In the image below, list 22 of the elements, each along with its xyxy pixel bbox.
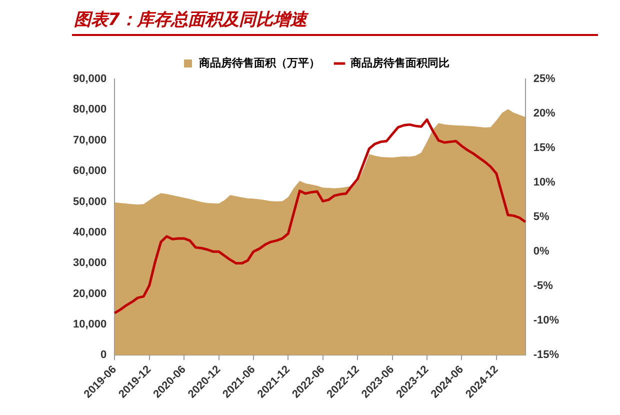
- y-tick-label: 90,000: [72, 73, 107, 86]
- y-tick-label: 40,000: [72, 226, 107, 238]
- y2-tick-label: 20%: [533, 108, 556, 120]
- y-tick-label: 0: [100, 349, 107, 362]
- chart-title: 图表7：库存总面积及同比增速: [74, 9, 307, 31]
- y-tick-label: 20,000: [72, 288, 107, 300]
- y2-tick-label: -15%: [533, 349, 560, 362]
- y2-tick-label: 5%: [533, 211, 550, 224]
- y2-tick-label: 15%: [533, 142, 556, 154]
- y-tick-label: 10,000: [72, 318, 107, 330]
- y2-tick-label: -10%: [533, 314, 560, 327]
- y-tick-label: 60,000: [72, 165, 107, 178]
- y-tick-label: 80,000: [72, 104, 107, 116]
- y-tick-label: 30,000: [72, 257, 107, 270]
- legend-label: 商品房待售面积（万平）: [198, 56, 320, 70]
- y2-tick-label: 10%: [533, 176, 556, 189]
- y-tick-label: 50,000: [72, 196, 107, 208]
- y-tick-label: 70,000: [72, 134, 107, 146]
- legend-label: 商品房待售面积同比: [350, 56, 450, 70]
- y2-tick-label: -5%: [533, 280, 554, 292]
- y2-tick-label: 25%: [533, 73, 556, 86]
- y2-tick-label: 0%: [533, 246, 550, 258]
